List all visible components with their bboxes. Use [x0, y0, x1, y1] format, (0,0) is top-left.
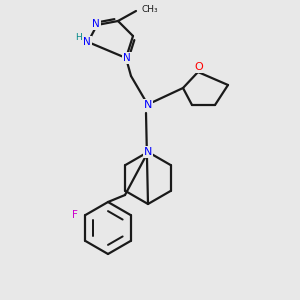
Text: N: N — [144, 147, 152, 157]
Text: H: H — [76, 32, 82, 41]
Text: F: F — [72, 210, 77, 220]
Text: CH₃: CH₃ — [141, 5, 158, 14]
Text: O: O — [195, 62, 203, 72]
Text: N: N — [83, 37, 91, 47]
Text: N: N — [92, 19, 100, 29]
Text: N: N — [123, 53, 131, 63]
Text: N: N — [144, 100, 152, 110]
